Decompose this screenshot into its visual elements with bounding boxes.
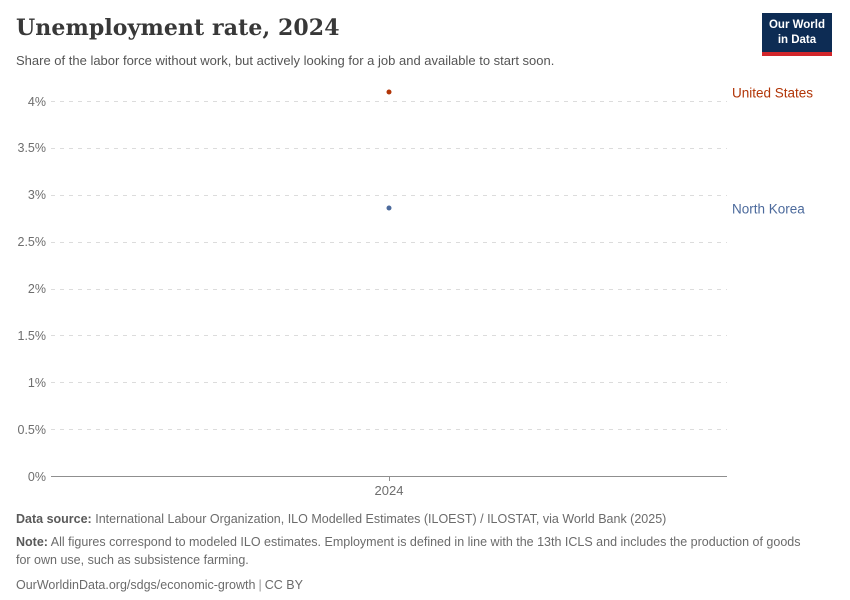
note-label: Note: <box>16 534 48 549</box>
data-point-united-states[interactable] <box>386 89 392 95</box>
gridline <box>51 429 727 431</box>
x-axis-tick-label: 2024 <box>374 483 404 498</box>
gridline <box>51 335 727 337</box>
owid-logo-line1: Our World <box>768 19 825 31</box>
note-line: Note: All figures correspond to modeled … <box>16 534 806 570</box>
y-axis-tick-label: 1% <box>27 375 46 390</box>
y-axis-tick-label: 2.5% <box>17 235 47 250</box>
y-axis-tick-label: 3.5% <box>17 141 47 156</box>
chart-subtitle: Share of the labor force without work, b… <box>16 53 555 68</box>
license-text: CC BY <box>264 578 303 593</box>
y-axis-tick-label: 1.5% <box>17 328 47 343</box>
data-point-north-korea[interactable] <box>386 205 392 211</box>
y-axis-tick-label: 0.5% <box>17 422 47 437</box>
gridline <box>51 147 727 149</box>
gridline <box>51 241 727 243</box>
note-text: All figures correspond to modeled ILO es… <box>16 534 801 567</box>
gridline <box>51 288 727 290</box>
chart-footer: Data source: International Labour Organi… <box>16 511 806 595</box>
data-source-line: Data source: International Labour Organi… <box>16 511 806 529</box>
page-title: Unemployment rate, 2024 <box>16 15 340 41</box>
entity-label-united-states[interactable]: United States <box>732 85 814 101</box>
y-axis-tick-label: 3% <box>27 188 46 203</box>
owid-logo-line2: in Data <box>777 33 817 46</box>
separator: | <box>258 578 262 593</box>
entity-label-north-korea[interactable]: North Korea <box>732 201 805 217</box>
y-axis-tick-label: 0% <box>27 469 46 484</box>
data-source-text: International Labour Organization, ILO M… <box>95 512 667 526</box>
y-axis-tick-label: 2% <box>27 282 46 296</box>
data-source-label: Data source: <box>16 512 92 526</box>
owid-url-link[interactable]: OurWorldinData.org/sdgs/economic-growth <box>16 578 256 593</box>
owid-logo[interactable]: Our World in Data <box>761 13 832 56</box>
x-axis-tick <box>389 476 390 481</box>
gridline <box>51 101 727 102</box>
gridline <box>51 382 727 384</box>
y-axis-tick-label: 4% <box>27 94 46 109</box>
gridline <box>51 194 727 196</box>
citation-line: OurWorldinData.org/sdgs/economic-growth |… <box>16 577 806 595</box>
